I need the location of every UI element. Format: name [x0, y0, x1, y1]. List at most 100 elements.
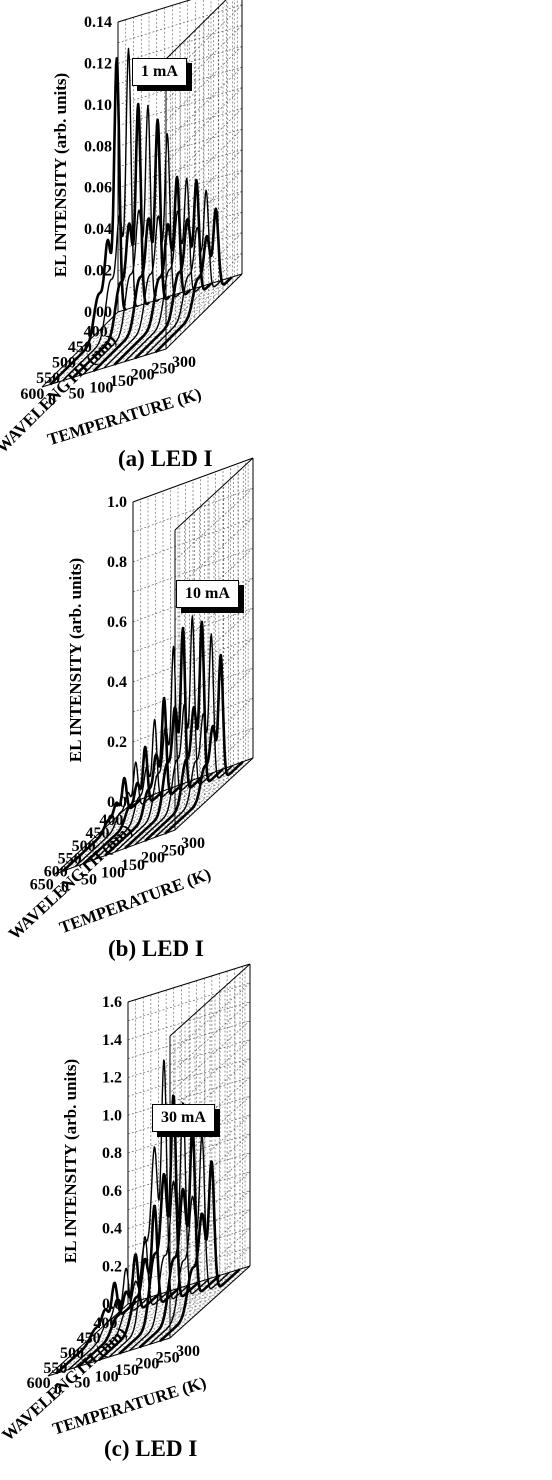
spectrum-line-225k [138, 1127, 221, 1349]
z-tick-label: 0.8 [107, 554, 127, 571]
z-axis-title: EL INTENSITY (arb. units) [61, 1059, 80, 1263]
temperature-tick-label: 250 [161, 842, 185, 859]
chart-a-svg: 0.000.020.040.060.080.100.120.1440045050… [0, 0, 243, 457]
spectrum-line-100k [82, 104, 160, 375]
wavelength-tick-label: 550 [36, 370, 60, 387]
z-tick-label: 1.0 [102, 1107, 122, 1124]
spectrum-line-250k [144, 189, 222, 356]
wavelength-tick-label: 500 [60, 1345, 84, 1362]
temperature-tick-label: 0 [61, 879, 69, 896]
spectrum-line-200k [124, 177, 202, 363]
z-tick-label: 0.06 [84, 180, 112, 197]
z-tick-label: 0.8 [102, 1145, 122, 1162]
spectrum-line-20k [62, 776, 142, 873]
temperature-tick-label: 50 [74, 1375, 90, 1392]
z-tick-label: 0.02 [84, 263, 112, 280]
spectrum-line-250k [154, 633, 234, 838]
wavelength-tick-label: 450 [68, 339, 92, 356]
wavelength-tick-label: 600 [44, 864, 68, 881]
temperature-tick-label: 200 [141, 850, 165, 867]
spectrum-line-175k [124, 626, 204, 850]
z-tick-labels: 0.0 0.2 0.4 0.6 0.8 1.0 [107, 494, 127, 811]
z-tick-label: 0.2 [107, 734, 127, 751]
temperature-tick-label: 150 [110, 373, 134, 390]
spectrum-line-75k [72, 102, 150, 379]
z-tick-label: 0.4 [107, 674, 127, 691]
z-tick-label: 0.6 [102, 1183, 122, 1200]
spectrum-line-250k [149, 1134, 231, 1345]
spectrum-line-175k [118, 1094, 201, 1355]
temperature-tick-label: 50 [69, 386, 85, 403]
z-tick-label: 0.0 [102, 1296, 122, 1313]
spectrum-line-20k [49, 56, 127, 386]
z-tick-label: 0.14 [84, 14, 112, 31]
temperature-tick-label: 200 [131, 367, 155, 384]
z-tick-label: 1.0 [107, 494, 127, 511]
spectrum-line-200k [128, 1102, 210, 1352]
caption-a: (a) LED I [118, 446, 213, 471]
spectrum-line-275k [158, 1160, 241, 1343]
temperature-tick-label: 50 [81, 872, 97, 889]
z-tick-label: 1.4 [102, 1032, 122, 1049]
wavelength-tick-label: 400 [99, 812, 123, 829]
z-tick-label: 0.00 [84, 304, 112, 321]
chart-c-svg: 0.00.20.40.60.81.01.21.41.64004505005506… [0, 963, 251, 1445]
spectrum-line-275k [154, 207, 233, 354]
chart-panel-c: 0.0 0.2 0.4 0.6 0.8 1.0 1.2 1.4 1.6 400 450 500 550 6… [0, 963, 552, 1480]
wavelength-tick-label: 600 [20, 386, 44, 403]
chart-panel-b: 0.0 0.2 0.4 0.6 0.8 1.0 400 450 500 550 600 650 0 50 1… [0, 457, 552, 982]
spectrum-line-125k [104, 696, 184, 857]
wavelength-tick-label: 400 [93, 1315, 117, 1332]
wavelength-tick-label: 450 [77, 1330, 101, 1347]
wavelength-tick-label: 500 [52, 355, 76, 372]
z-tick-labels: 0.0 0.2 0.4 0.6 0.8 1.0 1.2 1.4 1.6 [102, 994, 122, 1313]
spectrum-line-225k [144, 620, 224, 842]
temperature-tick-label: 300 [172, 354, 196, 371]
z-tick-label: 0.4 [102, 1221, 122, 1238]
wavelength-tick-label: 650 [30, 876, 54, 893]
z-tick-label: 1.2 [102, 1070, 122, 1087]
spectra [55, 1059, 241, 1375]
spectrum-line-200k [134, 615, 214, 846]
wavelength-tick-label: 450 [86, 825, 110, 842]
z-tick-label: 0.08 [84, 138, 112, 155]
temperature-tick-label: 250 [156, 1349, 180, 1366]
current-label-c: 30 mA [152, 1104, 215, 1132]
wavelength-tick-label: 600 [27, 1375, 51, 1392]
temperature-tick-label: 150 [121, 857, 145, 874]
z-tick-label: 0.0 [107, 794, 127, 811]
temperature-tick-label: 0 [54, 1381, 62, 1398]
z-axis-title: EL INTENSITY (arb. units) [66, 558, 85, 762]
z-tick-label: 0.10 [84, 97, 112, 114]
z-tick-labels: 0.00 0.02 0.04 0.06 0.08 0.10 0.12 0.14 [84, 14, 112, 321]
spectrum-line-150k [108, 1059, 190, 1358]
temperature-tick-label: 250 [151, 360, 175, 377]
wavelength-tick-label: 500 [72, 838, 96, 855]
spectra [49, 47, 233, 386]
temperature-tick-label: 150 [115, 1362, 139, 1379]
spectrum-line-50k [67, 1267, 149, 1371]
z-tick-label: 0.2 [102, 1258, 122, 1275]
temperature-tick-label: 200 [135, 1356, 159, 1373]
temperature-tick-label: 300 [181, 835, 205, 852]
temperature-tick-label: 100 [101, 864, 125, 881]
temperature-tick-label: 300 [176, 1343, 200, 1360]
spectrum-line-275k [164, 653, 244, 835]
spectrum-line-20k [55, 1281, 138, 1375]
z-tick-label: 1.6 [102, 994, 122, 1011]
spectra [62, 615, 244, 873]
z-axis-title: EL INTENSITY (arb. units) [51, 73, 70, 277]
spectrum-line-125k [92, 118, 171, 373]
temperature-tick-label: 100 [89, 379, 113, 396]
wavelength-tick-label: 550 [43, 1360, 67, 1377]
spectrum-line-225k [134, 178, 212, 360]
spectrum-line-150k [114, 645, 194, 853]
z-tick-label: 0.04 [84, 221, 112, 238]
